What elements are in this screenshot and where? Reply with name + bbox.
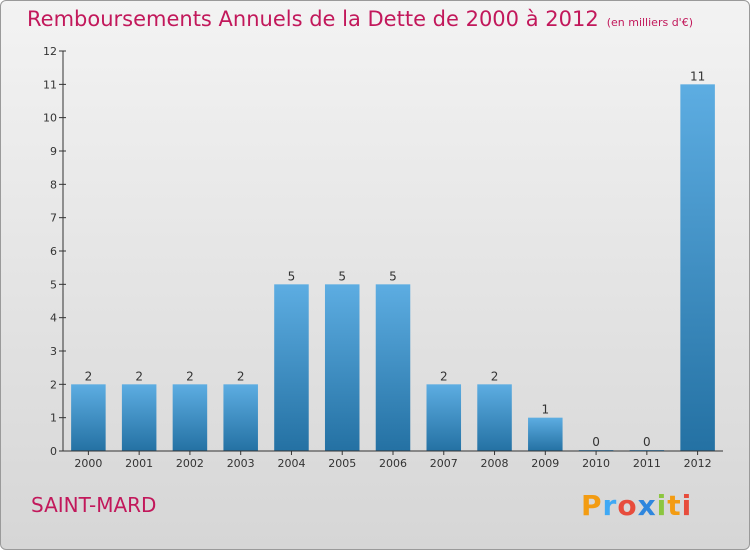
bar-2007 (426, 384, 462, 451)
y-tick-label: 3 (50, 345, 57, 358)
data-label-2010: 0 (592, 435, 600, 449)
bar-2002 (172, 384, 208, 451)
logo-letter: i (681, 489, 693, 522)
y-tick-label: 1 (50, 412, 57, 425)
data-label-2001: 2 (135, 369, 143, 383)
y-tick-label: 0 (50, 445, 57, 458)
bar-2008 (477, 384, 512, 451)
bar-2003 (223, 384, 258, 451)
x-tick-label-2006: 2006 (379, 457, 407, 470)
data-label-2006: 5 (389, 269, 397, 283)
proxiti-logo: Proxiti (581, 489, 692, 522)
x-tick-label-2007: 2007 (430, 457, 458, 470)
logo-letter: x (637, 489, 657, 522)
bar-2012 (680, 84, 715, 451)
y-tick-label: 6 (50, 245, 57, 258)
bar-2005 (324, 284, 360, 451)
x-tick-label-2002: 2002 (176, 457, 204, 470)
data-label-2004: 5 (288, 269, 296, 283)
y-tick-label: 12 (43, 45, 57, 58)
data-label-2008: 2 (491, 369, 499, 383)
bar-2009 (528, 417, 563, 451)
y-tick-label: 10 (43, 112, 57, 125)
chart-subtitle: (en milliers d'€) (606, 16, 693, 29)
data-label-2011: 0 (643, 435, 651, 449)
bar-2000 (71, 384, 106, 451)
y-tick-label: 7 (50, 212, 57, 225)
x-tick-label-2012: 2012 (684, 457, 712, 470)
data-label-2002: 2 (186, 369, 194, 383)
x-tick-label-2000: 2000 (74, 457, 102, 470)
chart-title: Remboursements Annuels de la Dette de 20… (27, 7, 693, 31)
x-tick-label-2004: 2004 (277, 457, 305, 470)
data-label-2003: 2 (237, 369, 245, 383)
logo-letter: t (667, 489, 682, 522)
bar-2006 (375, 284, 411, 451)
y-tick-label: 11 (43, 78, 57, 91)
chart-title-text: Remboursements Annuels de la Dette de 20… (27, 7, 599, 31)
x-tick-label-2009: 2009 (531, 457, 559, 470)
y-tick-label: 5 (50, 278, 57, 291)
x-tick-label-2001: 2001 (125, 457, 153, 470)
x-tick-label-2005: 2005 (328, 457, 356, 470)
logo-letter: P (581, 489, 603, 522)
x-tick-label-2008: 2008 (481, 457, 509, 470)
logo-letter: o (617, 489, 638, 522)
data-label-2012: 11 (690, 69, 705, 83)
x-tick-label-2010: 2010 (582, 457, 610, 470)
y-tick-label: 2 (50, 378, 57, 391)
y-tick-label: 4 (50, 312, 57, 325)
data-label-2005: 5 (338, 269, 346, 283)
y-tick-label: 8 (50, 178, 57, 191)
x-tick-label-2003: 2003 (227, 457, 255, 470)
logo-letter: r (602, 489, 618, 522)
bars: 2 2 2 2 5 5 5 2 2 1 0 0 11 (71, 69, 715, 451)
y-tick-label: 9 (50, 145, 57, 158)
x-axis: 2000 2001 2002 2003 2004 2005 2006 2007 2008 2009… (63, 450, 723, 470)
data-label-2000: 2 (85, 369, 93, 383)
commune-name: SAINT-MARD (31, 493, 157, 517)
bar-2001 (121, 384, 157, 451)
data-label-2009: 1 (541, 403, 549, 417)
data-label-2007: 2 (440, 369, 448, 383)
x-tick-label-2011: 2011 (633, 457, 661, 470)
bar-2004 (274, 284, 309, 451)
logo-letter: i (656, 489, 668, 522)
